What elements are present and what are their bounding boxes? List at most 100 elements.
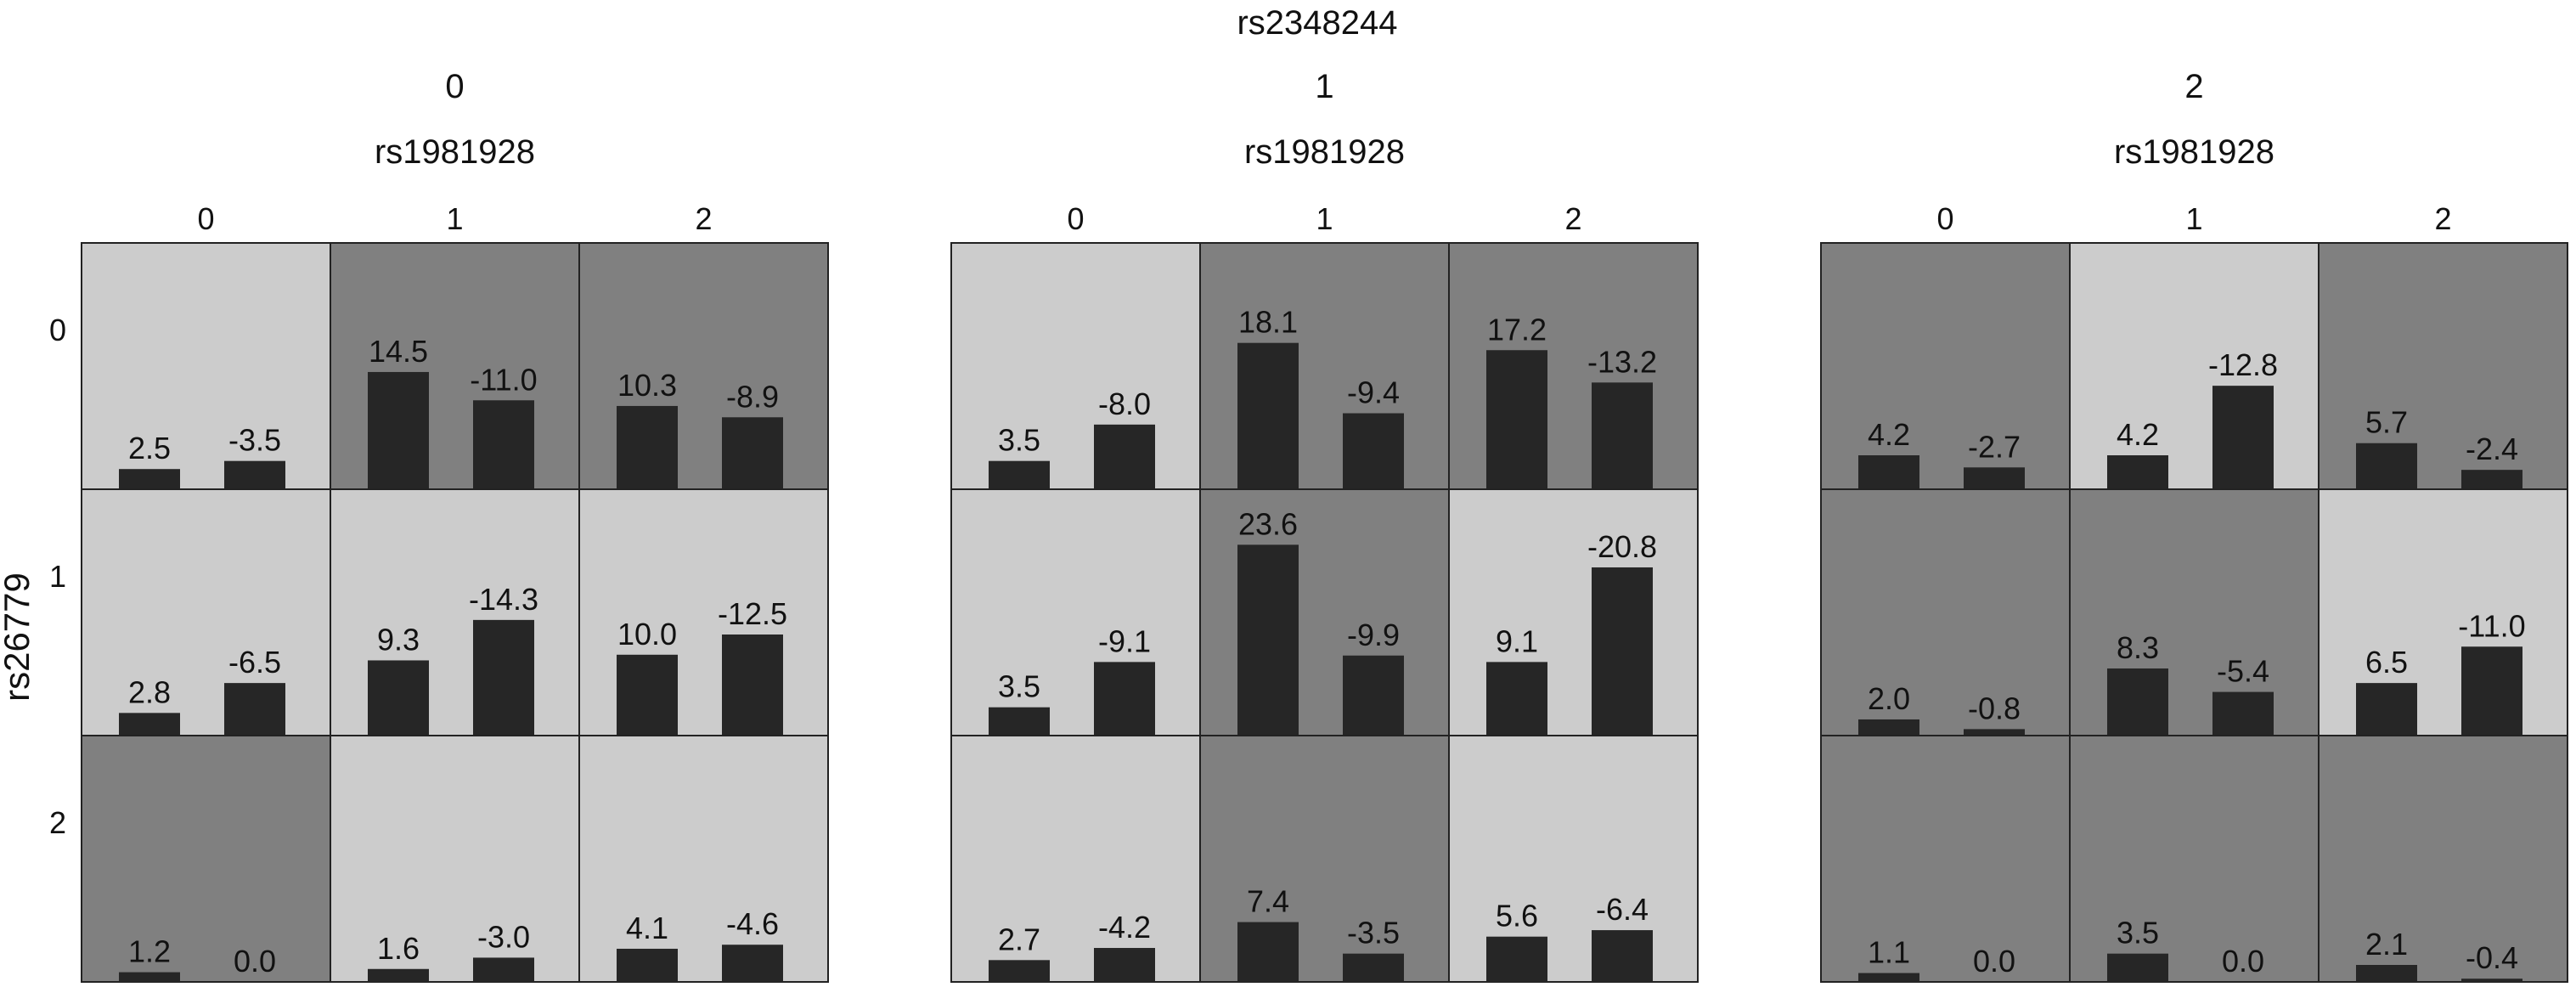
cell-background xyxy=(2069,242,2320,490)
column-tick-label: 0 xyxy=(1067,201,1084,236)
bar xyxy=(1094,948,1155,982)
bar-value-label: 0.0 xyxy=(234,944,276,979)
cell-background xyxy=(2069,488,2320,736)
row-tick-label: 0 xyxy=(49,313,66,347)
bar-value-label: -5.4 xyxy=(2217,654,2269,689)
bar-value-label: -4.6 xyxy=(726,906,779,941)
cell-background xyxy=(578,242,829,490)
row-tick-label: 1 xyxy=(49,559,66,594)
bar xyxy=(224,460,285,489)
bar-value-label: -11.0 xyxy=(2458,608,2525,643)
cell-background xyxy=(1448,242,1699,490)
bar-value-label: -3.5 xyxy=(228,423,281,458)
bar-value-label: -12.5 xyxy=(718,596,787,631)
bar-value-label: -12.8 xyxy=(2208,347,2278,382)
panels-group: 0 rs1981928 0 1 2 0 1 2 2.5 -3.5 14.5 -11.0 10.3 -8.9… xyxy=(49,68,2568,983)
cell-background xyxy=(330,488,580,736)
bar xyxy=(989,460,1050,489)
bar xyxy=(368,660,429,736)
bar-value-label: 17.2 xyxy=(1487,312,1547,347)
bar xyxy=(1592,567,1653,736)
bar xyxy=(617,405,678,489)
panel-1: 1 rs1981928 0 1 2 3.5 -8.0 18.1 -9.4 17.2 -13.2 3.5… xyxy=(950,68,1699,983)
bar-value-label: 1.1 xyxy=(1868,935,1910,970)
cell-background xyxy=(1820,242,2071,490)
cell-background xyxy=(330,735,580,983)
bar xyxy=(119,469,180,489)
cell-background xyxy=(950,488,1201,736)
bar xyxy=(1486,936,1547,982)
bar xyxy=(617,948,678,982)
bar xyxy=(1237,922,1299,982)
bar-value-label: -9.9 xyxy=(1347,618,1400,652)
cell-background xyxy=(81,242,331,490)
bar xyxy=(2107,668,2168,736)
bar xyxy=(1094,662,1155,736)
bar xyxy=(1343,413,1404,489)
panel-2: 2 rs1981928 0 1 2 4.2 -2.7 4.2 -12.8 5.7 -2.4 2.0 -0… xyxy=(1820,68,2568,983)
cell-background xyxy=(1448,488,1699,736)
cell-background xyxy=(1199,488,1450,736)
bar-value-label: -8.9 xyxy=(726,379,779,414)
column-variable-label: rs1981928 xyxy=(375,133,535,171)
column-variable-label: rs1981928 xyxy=(1244,133,1405,171)
bar-value-label: -2.4 xyxy=(2466,431,2518,466)
bar-value-label: 1.6 xyxy=(377,931,420,966)
bar-value-label: 0.0 xyxy=(2222,944,2264,979)
bar-value-label: -2.7 xyxy=(1968,429,2021,464)
column-variable-label: rs1981928 xyxy=(2114,133,2274,171)
bar-value-label: 3.5 xyxy=(2117,916,2159,950)
chart-title: rs2348244 xyxy=(1237,4,1397,42)
bar xyxy=(617,654,678,736)
bar-value-label: -0.4 xyxy=(2466,940,2518,975)
cell-background xyxy=(1820,735,2071,983)
column-tick-label: 2 xyxy=(1564,201,1581,236)
cell-background xyxy=(2318,242,2568,490)
cell-background xyxy=(81,735,331,983)
bar xyxy=(119,713,180,736)
bar-value-label: -14.3 xyxy=(469,582,538,617)
bar xyxy=(989,960,1050,982)
cell-background xyxy=(2069,735,2320,983)
bar xyxy=(1486,350,1547,489)
bar xyxy=(2461,979,2522,982)
bar-value-label: 3.5 xyxy=(998,669,1040,704)
cell-background xyxy=(330,242,580,490)
bar xyxy=(119,972,180,982)
bar-value-label: 1.2 xyxy=(128,934,171,969)
panel-0: 0 rs1981928 0 1 2 0 1 2 2.5 -3.5 14.5 -11.0 10.3 -8.9… xyxy=(49,68,829,983)
bar xyxy=(2356,965,2417,982)
bar-value-label: 2.8 xyxy=(128,674,171,709)
bar xyxy=(368,371,429,489)
bar-value-label: 5.6 xyxy=(1496,899,1538,933)
cell-background xyxy=(950,735,1201,983)
bar-value-label: 18.1 xyxy=(1238,305,1298,340)
bar-value-label: -13.2 xyxy=(1587,344,1657,379)
bar xyxy=(989,707,1050,736)
cell-background xyxy=(2318,488,2568,736)
column-tick-label: 0 xyxy=(197,201,214,236)
bar xyxy=(473,619,534,736)
panel-level-label: 2 xyxy=(2184,68,2203,105)
row-tick-label: 2 xyxy=(49,805,66,840)
bar-value-label: 0.0 xyxy=(1973,944,2015,979)
bar-value-label: 2.5 xyxy=(128,431,171,465)
bar-value-label: 5.7 xyxy=(2365,405,2408,440)
cell-background xyxy=(950,242,1201,490)
bar-value-label: 9.1 xyxy=(1496,623,1538,658)
cell-background xyxy=(2318,735,2568,983)
bar xyxy=(473,957,534,982)
bar-value-label: 9.3 xyxy=(377,622,420,657)
bar-value-label: 8.3 xyxy=(2117,630,2159,665)
cell-background xyxy=(1199,735,1450,983)
bar xyxy=(1858,455,1919,489)
bar xyxy=(1858,973,1919,982)
bar xyxy=(1237,342,1299,489)
column-tick-label: 1 xyxy=(446,201,463,236)
column-tick-label: 1 xyxy=(2185,201,2202,236)
bar-value-label: 2.0 xyxy=(1868,681,1910,716)
bar xyxy=(368,968,429,982)
bar-value-label: -6.4 xyxy=(1596,892,1649,927)
bar-value-label: 2.1 xyxy=(2365,927,2408,962)
bar xyxy=(1486,662,1547,736)
